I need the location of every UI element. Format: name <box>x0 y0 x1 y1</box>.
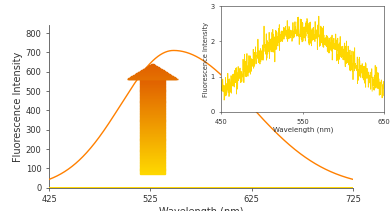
Bar <box>140 92 165 94</box>
X-axis label: Wavelength (nm): Wavelength (nm) <box>159 207 243 211</box>
Bar <box>140 139 165 141</box>
Bar <box>140 94 165 95</box>
Bar <box>140 138 165 139</box>
Bar <box>140 98 165 100</box>
Y-axis label: Fluorescence Intensity: Fluorescence Intensity <box>203 22 209 97</box>
Bar <box>138 72 167 73</box>
Bar <box>140 154 165 155</box>
Bar <box>140 173 165 174</box>
Bar <box>140 101 165 103</box>
Bar <box>140 120 165 122</box>
Bar <box>140 128 165 130</box>
Bar <box>133 75 171 76</box>
Bar <box>140 111 165 113</box>
Bar <box>145 68 160 69</box>
Bar <box>140 89 165 91</box>
Bar <box>140 112 165 114</box>
Bar <box>140 124 165 125</box>
Bar <box>140 71 165 72</box>
Bar <box>140 106 165 108</box>
Bar <box>134 74 170 75</box>
Bar <box>140 146 165 147</box>
Bar <box>140 97 165 98</box>
Bar <box>140 171 165 173</box>
Bar <box>140 152 165 154</box>
Bar <box>138 72 166 73</box>
Bar <box>140 117 165 119</box>
Bar <box>127 79 178 80</box>
Bar <box>140 100 165 101</box>
Bar <box>140 169 165 171</box>
Bar <box>140 91 165 92</box>
Bar <box>140 105 165 106</box>
Bar <box>140 141 165 143</box>
Bar <box>141 70 164 71</box>
Bar <box>140 168 165 169</box>
Bar <box>140 144 165 146</box>
Bar <box>140 84 165 86</box>
Bar <box>131 76 173 77</box>
Bar <box>143 69 162 70</box>
Bar <box>140 157 165 158</box>
Bar <box>140 125 165 127</box>
Bar <box>140 135 165 136</box>
Bar <box>140 133 165 135</box>
Bar <box>140 149 165 151</box>
Bar <box>140 166 165 168</box>
Bar <box>148 66 157 67</box>
Bar <box>140 161 165 163</box>
Bar <box>140 116 165 117</box>
Bar <box>140 160 165 162</box>
Bar <box>140 119 165 120</box>
Bar <box>136 73 168 74</box>
Bar <box>140 143 165 144</box>
Bar <box>140 136 165 138</box>
Bar <box>140 83 165 84</box>
Bar <box>140 103 165 105</box>
Bar <box>140 95 165 97</box>
Bar <box>140 130 165 132</box>
Bar <box>128 78 176 79</box>
X-axis label: Wavelength (nm): Wavelength (nm) <box>272 126 333 133</box>
Bar <box>140 86 165 87</box>
Bar <box>140 147 165 149</box>
Bar <box>140 150 165 152</box>
Bar <box>146 67 159 68</box>
Bar <box>140 122 165 124</box>
Bar <box>140 158 165 160</box>
Bar <box>140 109 165 111</box>
Bar <box>140 81 165 83</box>
Bar <box>140 79 165 81</box>
Bar <box>147 67 158 68</box>
Bar <box>140 165 165 166</box>
Bar <box>140 87 165 89</box>
Bar <box>140 155 165 157</box>
Bar <box>151 64 154 65</box>
Bar <box>140 131 165 133</box>
Bar <box>140 108 165 110</box>
Bar <box>129 77 175 78</box>
Y-axis label: Fluorescence Intensity: Fluorescence Intensity <box>13 51 23 162</box>
Bar <box>140 127 165 128</box>
Bar <box>140 114 165 116</box>
Bar <box>150 65 155 66</box>
Bar <box>149 65 156 66</box>
Bar <box>140 163 165 165</box>
